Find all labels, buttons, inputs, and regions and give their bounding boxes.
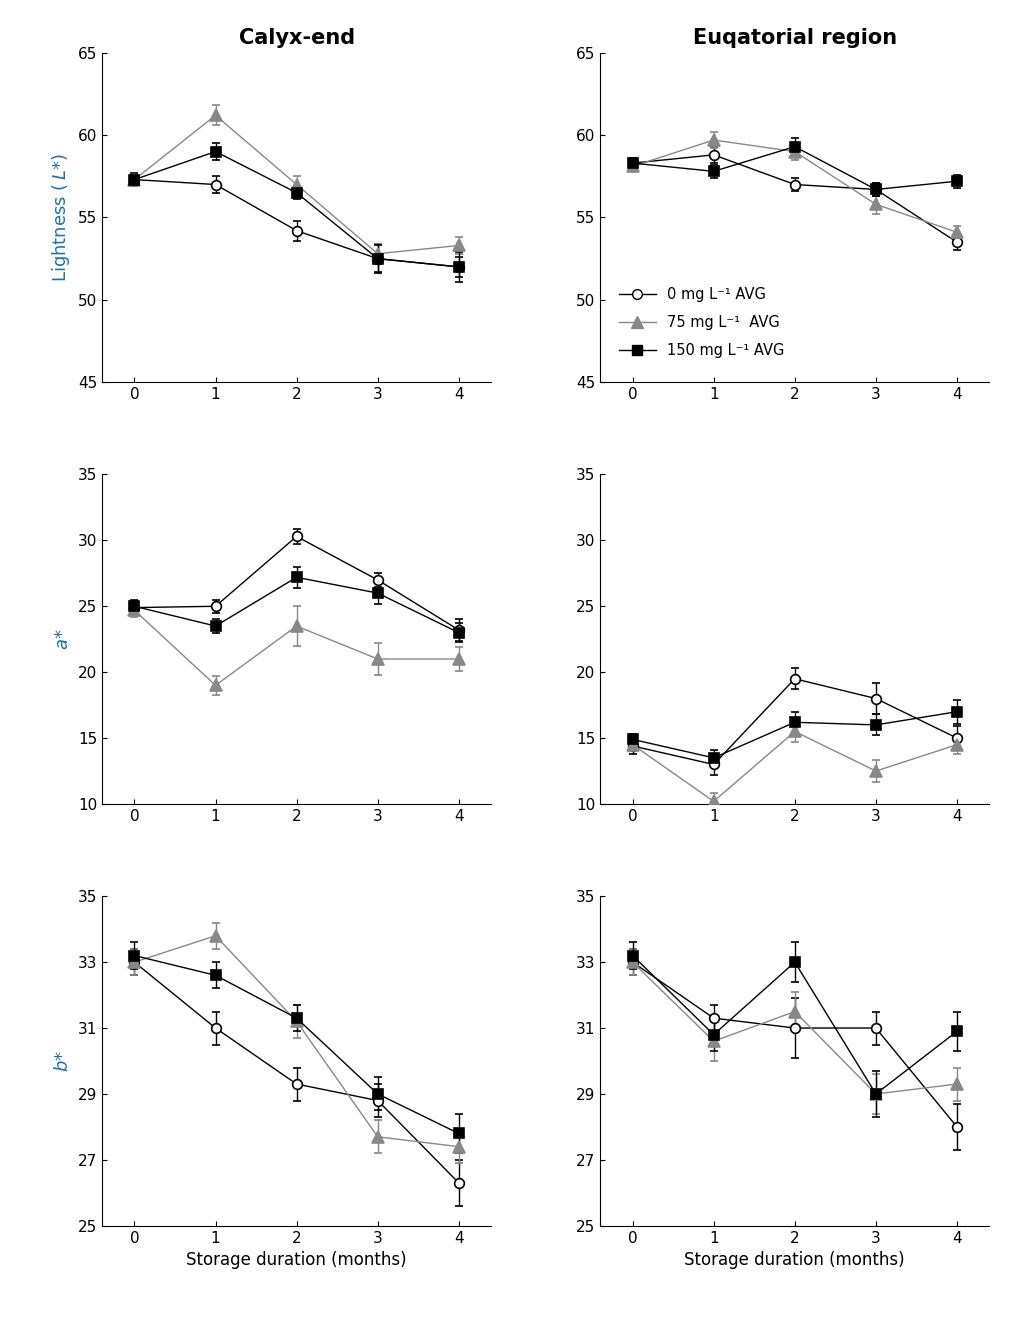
Y-axis label: $a$*: $a$* <box>54 629 72 650</box>
X-axis label: Storage duration (months): Storage duration (months) <box>186 1251 407 1269</box>
Title: Calyx-end: Calyx-end <box>238 29 355 49</box>
Legend: 0 mg L⁻¹ AVG, 75 mg L⁻¹  AVG, 150 mg L⁻¹ AVG: 0 mg L⁻¹ AVG, 75 mg L⁻¹ AVG, 150 mg L⁻¹ … <box>619 287 784 358</box>
X-axis label: Storage duration (months): Storage duration (months) <box>684 1251 904 1269</box>
Y-axis label: $b$*: $b$* <box>54 1050 72 1072</box>
Y-axis label: Lightness ( $L$*): Lightness ( $L$*) <box>50 153 72 282</box>
Title: Euqatorial region: Euqatorial region <box>692 29 896 49</box>
